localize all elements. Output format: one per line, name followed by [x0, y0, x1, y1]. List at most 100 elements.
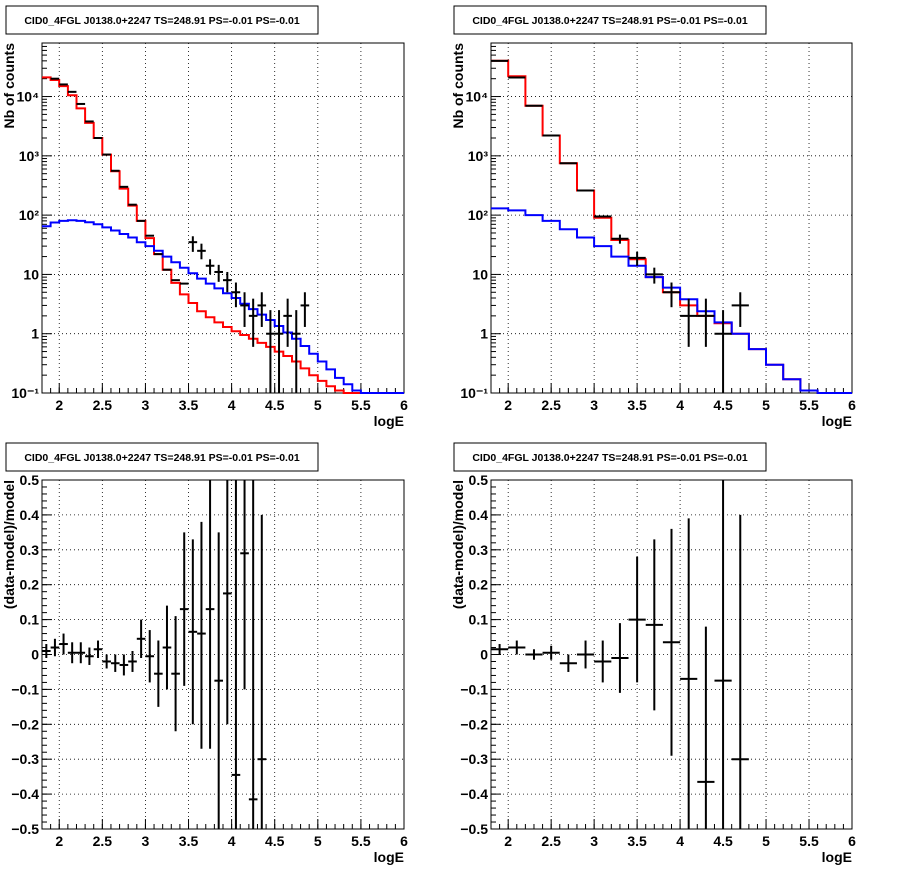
x-tick-label: 5.5: [351, 833, 371, 849]
data-point: [680, 518, 698, 829]
y-tick-label: 10³: [19, 148, 40, 164]
x-tick-label: 2: [504, 833, 512, 849]
data-point: [508, 640, 526, 655]
y-axis-label: Nb of counts: [1, 43, 17, 129]
x-tick-label: 3: [142, 833, 150, 849]
data-point: [257, 292, 267, 327]
data-point: [214, 264, 223, 282]
x-axis-label: logE: [374, 849, 404, 865]
x-tick-label: 5: [762, 833, 770, 849]
y-tick-label: −0.3: [460, 751, 488, 767]
chart-panel-1: 2 2.5 3 3.5 4 4.5 5 5.5 6 10⁻¹ 1 10 10² 10³ 10⁴ logE Nb …: [1, 5, 408, 429]
data-point: [162, 605, 172, 690]
y-tick-label: 0.2: [20, 577, 40, 593]
chart-panel-2: 2 2.5 3 3.5 4 4.5 5 5.5 6 10⁻¹ 1 10 10² 10³ 10⁴ logE Nb …: [450, 5, 856, 429]
x-tick-label: 2.5: [93, 833, 113, 849]
data-point: [197, 521, 206, 749]
data-point: [697, 298, 715, 347]
data-point: [223, 480, 232, 725]
x-tick-label: 3.5: [627, 833, 647, 849]
y-tick-label: 10⁴: [17, 89, 40, 105]
chart-title-box: [453, 442, 767, 472]
data-point: [300, 292, 310, 327]
data-point: [611, 623, 629, 693]
y-tick-label: −0.5: [11, 821, 39, 837]
data-point: [110, 654, 120, 672]
data-point: [231, 480, 241, 829]
x-tick-label: 2.5: [541, 833, 561, 849]
chart-title-box: [453, 5, 767, 35]
data-point: [257, 514, 267, 829]
x-tick-label: 5.5: [799, 397, 819, 413]
data-point: [188, 539, 198, 725]
y-tick-label: 10⁴: [466, 89, 489, 105]
data-point: [628, 251, 646, 266]
data-point: [248, 298, 258, 347]
plot-frame: [41, 42, 405, 394]
y-tick-label: 10: [23, 266, 39, 282]
y-tick-label: −0.4: [460, 786, 488, 802]
y-tick-label: 0: [31, 647, 39, 663]
y-tick-label: 0.3: [469, 542, 489, 558]
data-point: [93, 640, 103, 658]
data-point: [50, 638, 60, 657]
x-tick-label: 6: [400, 833, 408, 849]
data-point: [136, 619, 146, 658]
data-point: [594, 640, 612, 683]
data-point: [714, 310, 732, 393]
y-axis-label: (data-model)/model: [1, 480, 17, 609]
data-point: [645, 267, 663, 284]
data-point: [714, 480, 732, 829]
chart-title: CID0_4FGL J0138.0+2247 TS=248.91 PS=-0.0…: [472, 452, 747, 464]
y-tick-label: 10⁻¹: [460, 385, 488, 401]
x-tick-label: 3: [590, 397, 598, 413]
y-tick-label: 0.1: [469, 612, 489, 628]
x-tick-label: 4.5: [265, 397, 285, 413]
data-point: [697, 626, 715, 829]
data-point: [171, 616, 180, 732]
y-tick-label: −0.2: [460, 716, 488, 732]
y-tick-label: −0.4: [11, 786, 39, 802]
y-tick-label: −0.1: [11, 681, 39, 697]
y-tick-label: 10³: [468, 148, 489, 164]
y-tick-label: −0.5: [460, 821, 488, 837]
data-point: [611, 234, 629, 244]
y-tick-label: 10: [472, 266, 488, 282]
data-point: [179, 532, 189, 686]
data-point: [248, 480, 258, 829]
data-point: [205, 259, 215, 275]
y-tick-label: −0.2: [11, 716, 39, 732]
x-tick-label: 2: [504, 397, 512, 413]
data-point: [188, 236, 198, 252]
chart-title: CID0_4FGL J0138.0+2247 TS=248.91 PS=-0.0…: [472, 15, 747, 27]
data-point: [197, 243, 206, 260]
x-tick-label: 4: [228, 397, 236, 413]
data-point: [525, 649, 543, 660]
y-axis-label: (data-model)/model: [450, 480, 466, 609]
x-tick-label: 2: [55, 397, 63, 413]
x-tick-label: 2.5: [93, 397, 113, 413]
model-histogram-2: [42, 219, 404, 394]
x-tick-label: 4: [676, 397, 684, 413]
y-axis-label: Nb of counts: [450, 43, 466, 129]
data-point: [731, 292, 749, 327]
data-point: [542, 645, 560, 660]
x-tick-label: 5.5: [799, 833, 819, 849]
y-tick-label: 0.3: [20, 542, 40, 558]
data-point: [240, 292, 249, 327]
x-axis-label: logE: [822, 849, 852, 865]
y-tick-label: 0.4: [469, 507, 489, 523]
data-point: [42, 644, 51, 658]
data-point: [102, 654, 111, 669]
x-tick-label: 5: [762, 397, 770, 413]
x-tick-label: 2.5: [541, 397, 561, 413]
data-point: [119, 654, 129, 676]
data-point: [491, 644, 509, 655]
chart-panel-4: 2 2.5 3 3.5 4 4.5 5 5.5 6 −0.5 −0.4 −0.3 −0.2 −0.1 0 0.…: [450, 442, 856, 865]
y-tick-label: 10⁻¹: [11, 385, 39, 401]
data-point: [645, 539, 663, 711]
data-point: [628, 556, 646, 683]
data-point: [205, 480, 215, 749]
chart-title: CID0_4FGL J0138.0+2247 TS=248.91 PS=-0.0…: [24, 452, 299, 464]
